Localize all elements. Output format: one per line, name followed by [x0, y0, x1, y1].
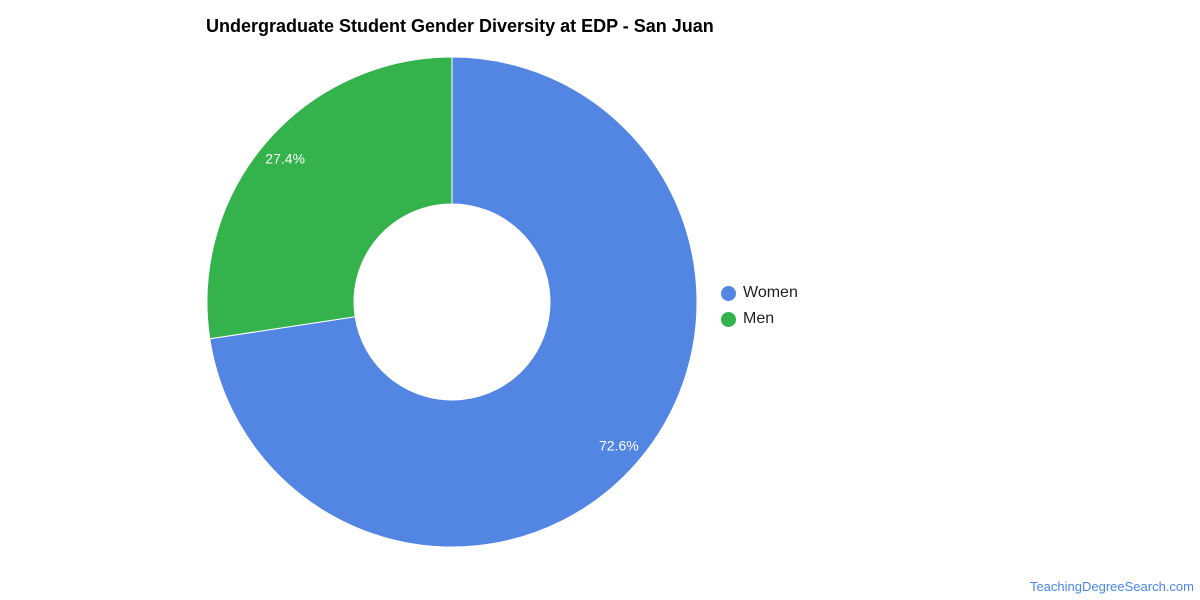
- legend-label-women: Women: [743, 284, 798, 301]
- slice-men[interactable]: [206, 56, 453, 340]
- legend-swatch-men: [721, 311, 736, 327]
- legend-swatch-women: [721, 285, 736, 301]
- legend-item-women[interactable]: Women: [721, 280, 798, 306]
- slices-group: [206, 56, 698, 548]
- slice-women[interactable]: [209, 56, 698, 548]
- legend-label-men: Men: [743, 310, 775, 327]
- slice-label-women: 72.6%: [599, 437, 639, 453]
- legend-item-men[interactable]: Men: [721, 306, 798, 332]
- slice-labels-group: 72.6% 27.4%: [265, 151, 638, 454]
- site-watermark[interactable]: TeachingDegreeSearch.com: [1029, 579, 1194, 594]
- slice-label-men: 27.4%: [265, 151, 305, 167]
- legend: Women Men: [721, 280, 798, 332]
- chart-title: Undergraduate Student Gender Diversity a…: [206, 16, 714, 36]
